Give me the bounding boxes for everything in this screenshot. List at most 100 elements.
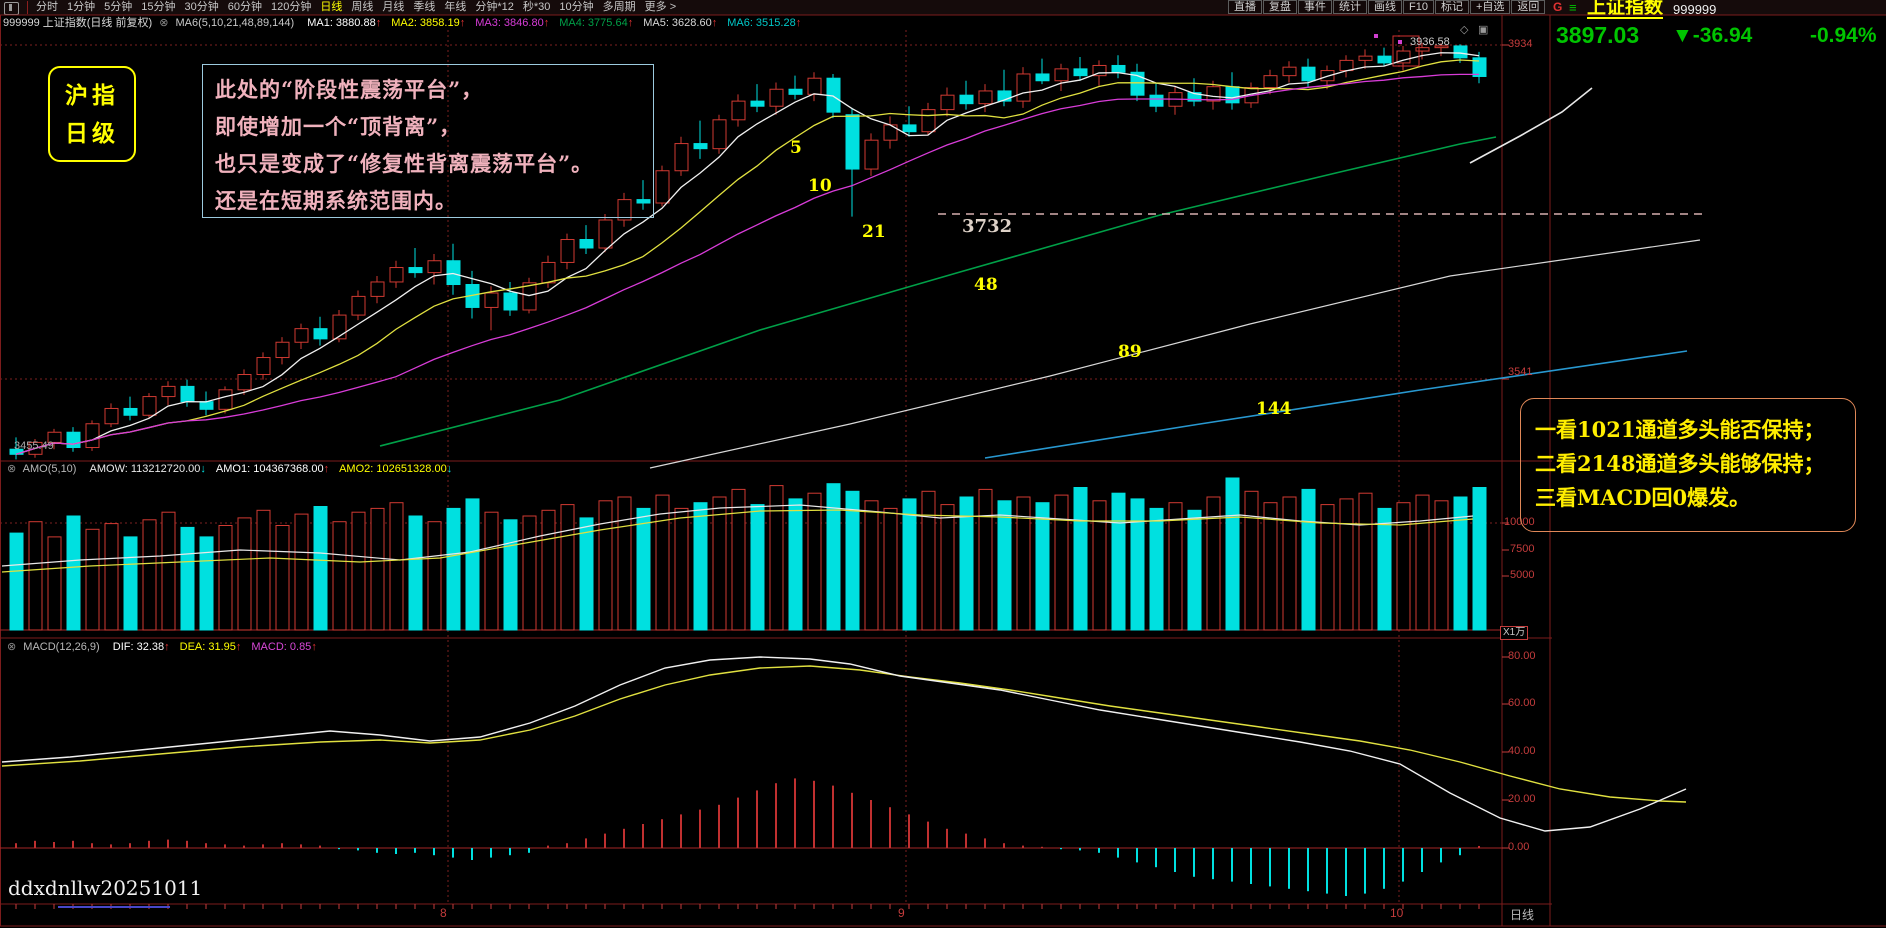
menu-icon[interactable]: ≡ bbox=[1569, 0, 1577, 15]
ma-period-tag: 89 bbox=[1118, 342, 1142, 362]
amo-axis-label: 10000 bbox=[1504, 516, 1535, 528]
toolbar-button[interactable]: 返回 bbox=[1511, 0, 1546, 14]
period-tab[interactable]: 30分钟 bbox=[184, 1, 219, 13]
trend-arrow-icon: ↑ bbox=[795, 17, 802, 29]
period-tabs: 分时 1分钟 5分钟 15分钟 30分钟 60分钟 120分钟 日线 周线 月线 季线 年线 分钟*12… bbox=[36, 0, 685, 15]
indicator-field: AMO2: 102651328.00 bbox=[339, 463, 447, 475]
macd-axis-label: 0.00 bbox=[1508, 841, 1530, 853]
ma-group-label: MA6(5,10,21,48,89,144) bbox=[175, 17, 295, 29]
toolbar-button[interactable]: 直播 bbox=[1228, 0, 1262, 14]
price-change: ▼-36.94 bbox=[1672, 24, 1753, 47]
indicator-field: AMOW: 113212720.00 bbox=[89, 463, 201, 475]
date-label: 9 bbox=[898, 906, 905, 920]
indicator-field: DEA: 31.95 bbox=[179, 641, 236, 653]
period-tab[interactable]: 年线 bbox=[444, 1, 467, 13]
level-3732-label: 3732 bbox=[962, 216, 1013, 237]
trend-arrow-icon: ↓ bbox=[446, 463, 453, 475]
symbol-name[interactable]: 上证指数 bbox=[1587, 0, 1664, 19]
date-label: 8 bbox=[440, 906, 447, 920]
toolbar-button[interactable]: F10 bbox=[1403, 0, 1434, 14]
date-label: 10 bbox=[1390, 906, 1404, 920]
indicator-field: MA3: 3846.80 bbox=[475, 17, 544, 29]
ma-period-tag: 48 bbox=[974, 275, 998, 295]
toolbar-button[interactable]: 画线 bbox=[1368, 0, 1402, 14]
period-tab[interactable]: 5分钟 bbox=[104, 1, 133, 13]
ma-values: MA1: 3880.88↑ MA2: 3858.19↑ MA3: 3846.80↑ M… bbox=[297, 17, 801, 29]
amo-title: AMO(5,10) bbox=[22, 463, 77, 475]
period-tab[interactable]: 分钟*12 bbox=[475, 1, 514, 13]
ma-period-tag: 10 bbox=[808, 176, 832, 196]
platform-note-box[interactable]: 此处的“阶段性震荡平台”， 即使增加一个“顶背离”， 也只是变成了“修复性背离震… bbox=[202, 64, 654, 218]
period-tab[interactable]: 日线 bbox=[320, 1, 343, 13]
trend-arrow-icon: ↑ bbox=[627, 17, 634, 29]
indicator-field: DIF: 32.38 bbox=[112, 641, 165, 653]
ma-period-tag: 144 bbox=[1256, 399, 1292, 419]
toolbar-button[interactable]: 统计 bbox=[1333, 0, 1367, 14]
indicator-field: MACD: 0.85 bbox=[251, 641, 312, 653]
instrument-title: 999999 上证指数(日线 前复权) bbox=[3, 17, 153, 29]
toolbar-button[interactable]: 事件 bbox=[1298, 0, 1332, 14]
amo-values: AMOW: 113212720.00↓ AMO1: 104367368.00↑ AM… bbox=[80, 463, 453, 475]
macd-axis-label: 60.00 bbox=[1508, 697, 1536, 709]
ma-period-tag: 5 bbox=[790, 138, 802, 158]
period-tab[interactable]: 多周期 bbox=[602, 1, 636, 13]
last-price: 3897.03 bbox=[1556, 22, 1640, 48]
indicator-field: MA4: 3775.64 bbox=[559, 17, 628, 29]
price-axis-label: 3541 bbox=[1508, 366, 1533, 378]
symbol-code: 999999 bbox=[1673, 2, 1717, 17]
trend-arrow-icon: ↑ bbox=[711, 17, 718, 29]
period-tab[interactable]: 120分钟 bbox=[271, 1, 312, 13]
high-price-label: 3936.58 bbox=[1410, 36, 1450, 48]
collapse-icon[interactable]: ⊗ bbox=[7, 463, 17, 475]
indicator-field: AMO1: 104367368.00 bbox=[215, 463, 324, 475]
amo-axis-label: 7500 bbox=[1510, 543, 1535, 555]
g-indicator: G bbox=[1553, 0, 1563, 14]
collapse-icon[interactable]: ⊗ bbox=[159, 17, 169, 29]
toolbar-divider bbox=[27, 1, 28, 14]
ma-period-tag: 21 bbox=[862, 222, 886, 242]
period-tab[interactable]: 周线 bbox=[351, 1, 374, 13]
period-tab[interactable]: 月线 bbox=[382, 1, 405, 13]
indicator-field: MA5: 3628.60 bbox=[643, 17, 712, 29]
watermark: ddxdnllw20251011 bbox=[8, 876, 203, 900]
indicator-field: MA6: 3515.28 bbox=[727, 17, 796, 29]
period-tab[interactable]: 季线 bbox=[413, 1, 436, 13]
period-tab[interactable]: 15分钟 bbox=[141, 1, 176, 13]
low-price-label: 3455.49 bbox=[14, 440, 54, 452]
period-toolbar: 分时 1分钟 5分钟 15分钟 30分钟 60分钟 120分钟 日线 周线 月线 季线 年线 分钟*12… bbox=[0, 0, 1886, 19]
toolbar-button[interactable]: 复盘 bbox=[1263, 0, 1297, 14]
toolbar-buttons: 直播 复盘 事件 统计 画线 F10 标记 +自选 返回 bbox=[1228, 0, 1546, 15]
panel-icon[interactable]: ▣ bbox=[1478, 24, 1489, 36]
period-tab[interactable]: 更多 > bbox=[644, 1, 677, 13]
price-change-percent: -0.94% bbox=[1810, 24, 1877, 47]
trend-arrow-icon: ↑ bbox=[311, 641, 317, 653]
indicator-field: MA2: 3858.19 bbox=[391, 17, 460, 29]
toolbar-button[interactable]: +自选 bbox=[1469, 0, 1511, 14]
trend-arrow-icon: ↓ bbox=[200, 463, 206, 475]
trend-arrow-icon: ↑ bbox=[459, 17, 466, 29]
price-axis-label: 3934 bbox=[1508, 38, 1533, 50]
toolbar-button[interactable]: 标记 bbox=[1434, 0, 1469, 14]
amo-axis-label: 5000 bbox=[1510, 569, 1535, 581]
diamond-icon[interactable]: ◇ bbox=[1460, 24, 1469, 36]
macd-axis-label: 80.00 bbox=[1508, 650, 1536, 662]
period-tab[interactable]: 1分钟 bbox=[67, 1, 96, 13]
collapse-icon[interactable]: ⊗ bbox=[7, 641, 17, 653]
period-tab[interactable]: 秒*30 bbox=[522, 1, 551, 13]
period-tab[interactable]: 10分钟 bbox=[559, 1, 594, 13]
window-icon[interactable] bbox=[4, 2, 19, 15]
amo-unit-label: X1万 bbox=[1500, 626, 1529, 640]
index-daily-annotation-box[interactable]: 沪指 日级 bbox=[48, 66, 136, 162]
period-tab[interactable]: 分时 bbox=[36, 1, 58, 13]
trend-arrow-icon: ↑ bbox=[235, 641, 242, 653]
trend-arrow-icon: ↑ bbox=[164, 641, 170, 653]
period-tab[interactable]: 60分钟 bbox=[227, 1, 262, 13]
macd-values: DIF: 32.38↑ DEA: 31.95↑ MACD: 0.85↑ bbox=[103, 641, 317, 653]
trend-arrow-icon: ↑ bbox=[323, 463, 330, 475]
period-cell-label[interactable]: 日线 bbox=[1510, 908, 1535, 922]
watchlist-note-box[interactable]: 一看1021通道多头能否保持； 二看2148通道多头能够保持； 三看MACD回0… bbox=[1520, 398, 1856, 532]
indicator-field: MA1: 3880.88 bbox=[307, 17, 376, 29]
macd-header: ⊗ MACD(12,26,9) DIF: 32.38↑ DEA: 31.95↑ MA… bbox=[3, 640, 317, 654]
trend-arrow-icon: ↑ bbox=[543, 17, 550, 29]
